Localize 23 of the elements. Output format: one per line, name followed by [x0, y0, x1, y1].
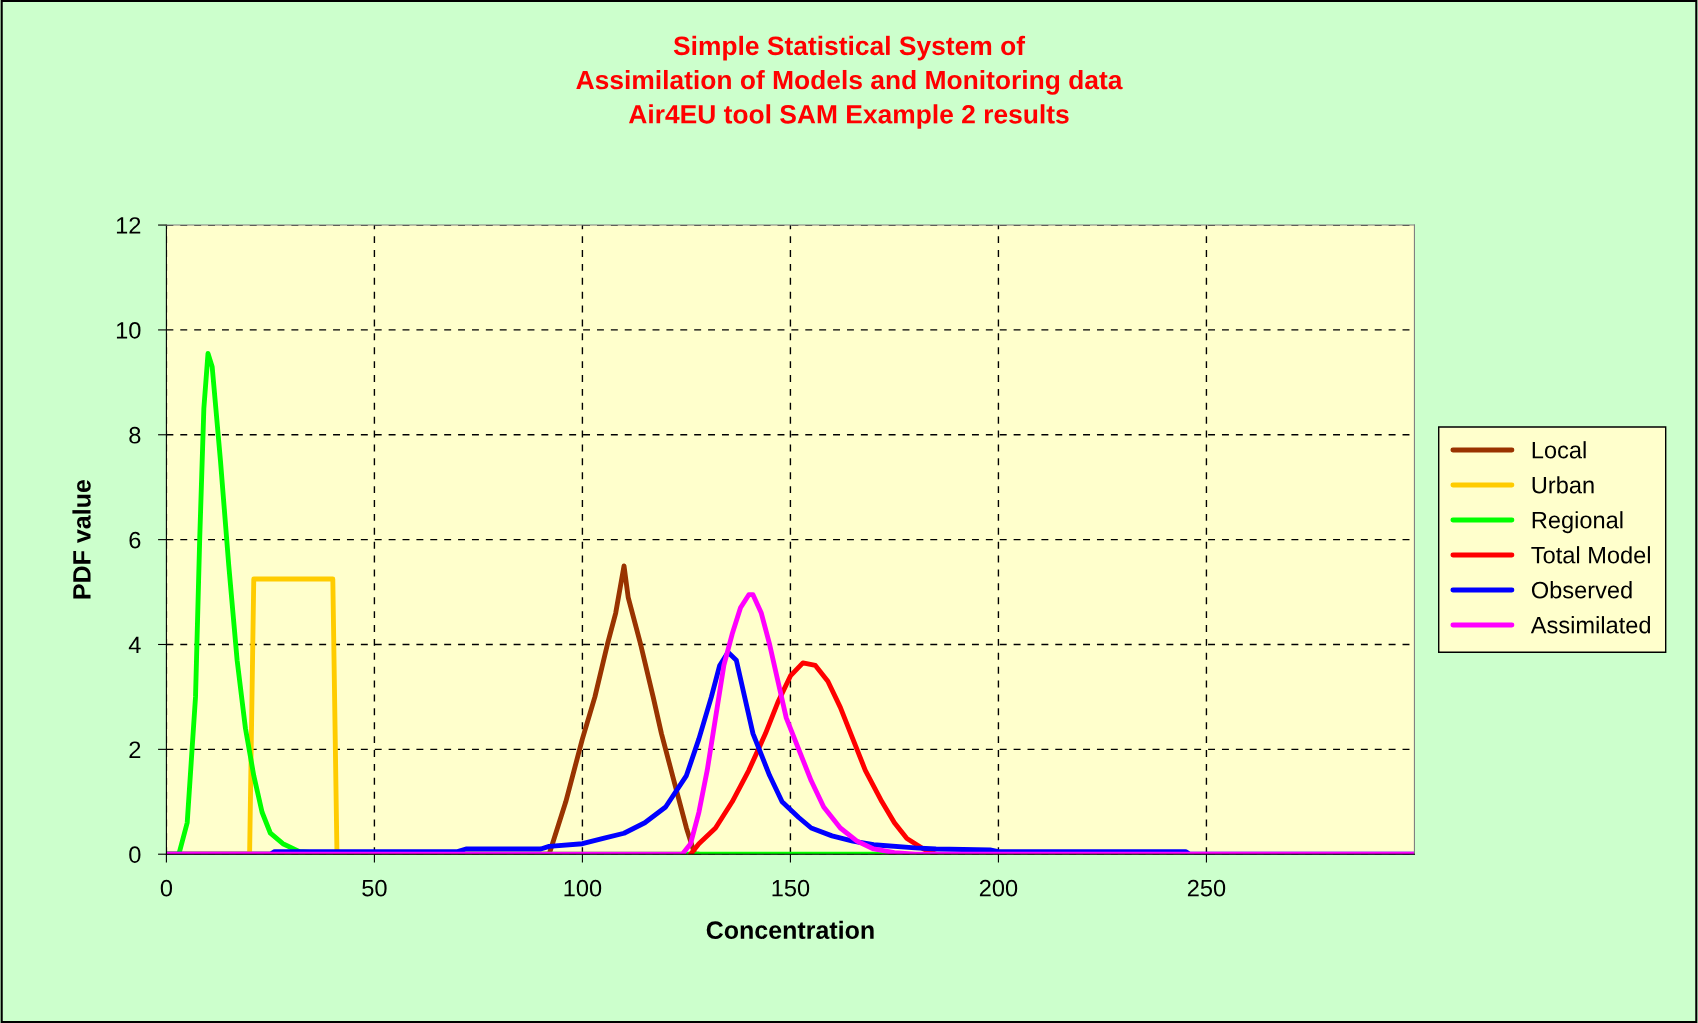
y-tick-label: 8 — [129, 426, 141, 444]
chart-title: Simple Statistical System of Assimilation of Models and Monitoring data Air4EU tool SAM Example 2 results — [576, 35, 1123, 129]
legend-label: Regional — [1532, 511, 1623, 534]
y-tick-label: 0 — [129, 846, 141, 863]
y-tick-label: 12 — [116, 217, 141, 234]
y-axis-title: PDF value — [72, 480, 91, 599]
line-series — [688, 660, 939, 855]
x-tick-label: 200 — [979, 879, 1018, 897]
legend-label: Local — [1532, 441, 1586, 459]
legend-label: Assimilated — [1530, 616, 1650, 634]
y-tick-label: 2 — [129, 741, 141, 758]
x-tick-label: 250 — [1187, 879, 1226, 897]
y-tick-label: 10 — [116, 321, 141, 339]
x-tick-label: 0 — [160, 879, 173, 897]
legend-label: Total Model — [1531, 546, 1650, 564]
x-tick-label: 150 — [772, 879, 810, 897]
y-tick-label: 6 — [129, 531, 141, 549]
legend-label: Observed — [1531, 581, 1632, 599]
x-tick-label: 50 — [362, 879, 387, 897]
x-axis-title: Concentration — [706, 920, 874, 940]
x-tick-label: 100 — [564, 879, 602, 897]
y-tick-label: 4 — [128, 636, 141, 654]
legend-label: Urban — [1532, 476, 1594, 494]
